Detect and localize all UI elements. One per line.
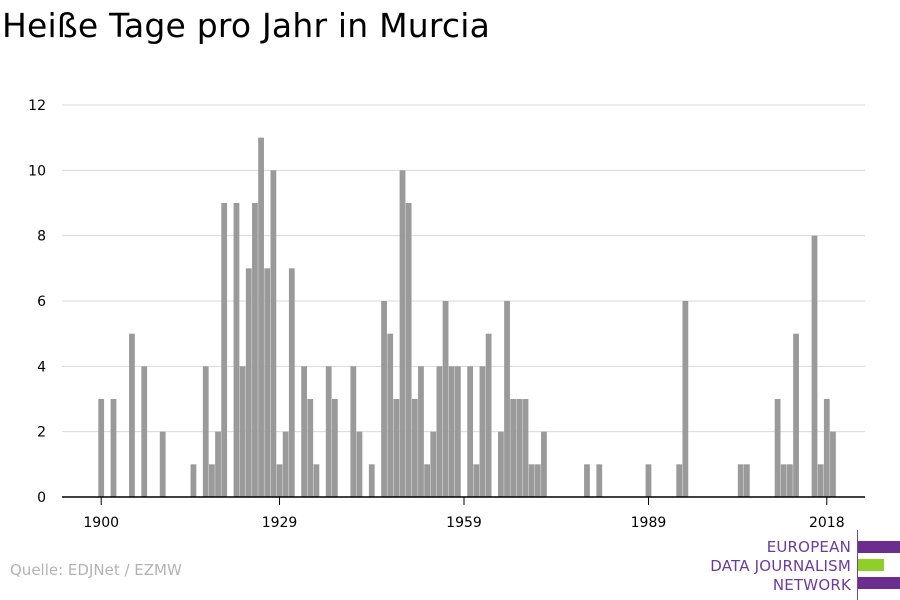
bar	[823, 399, 830, 497]
logo-line-network: NETWORK	[772, 576, 851, 594]
bar	[737, 464, 744, 497]
y-tick-labels: 0 2 4 6 8 10 12	[28, 98, 46, 506]
bar	[221, 203, 228, 497]
bar	[276, 464, 283, 497]
bar	[498, 431, 504, 497]
bar	[129, 333, 135, 497]
logo-divider	[857, 530, 858, 600]
bar	[301, 366, 308, 497]
bar	[780, 464, 787, 497]
bars	[98, 137, 836, 498]
bar	[215, 431, 221, 497]
bar	[473, 464, 480, 497]
bar	[442, 301, 449, 497]
logo-bar-bottom	[858, 577, 900, 589]
bar	[436, 366, 443, 497]
bar	[504, 301, 510, 497]
bar	[418, 366, 424, 497]
bar	[528, 464, 535, 497]
bar	[190, 464, 197, 497]
bar	[787, 464, 793, 497]
y-tick-label: 4	[37, 359, 46, 375]
logo-bar-middle	[858, 559, 884, 571]
bar	[239, 366, 246, 497]
bar	[448, 366, 455, 497]
bar	[676, 464, 683, 497]
bar	[98, 399, 105, 497]
bar	[368, 464, 375, 497]
bar	[356, 431, 363, 497]
bar	[682, 301, 689, 497]
y-tick-label: 12	[28, 98, 46, 114]
x-tick-label: 1959	[446, 515, 482, 531]
bar	[288, 268, 295, 497]
logo-line-data-journalism: DATA JOURNALISM	[710, 557, 851, 575]
bar	[282, 431, 289, 497]
bar	[485, 333, 492, 497]
x-tick-label: 2018	[809, 515, 845, 531]
bar	[645, 464, 652, 497]
bar	[534, 464, 541, 497]
bar	[258, 137, 264, 498]
bar	[793, 333, 799, 497]
bar	[387, 333, 394, 497]
bar	[596, 464, 603, 497]
bar	[393, 399, 400, 497]
bar-chart: 0 2 4 6 8 10 12 1900 1929 1959 1989 2018	[28, 98, 865, 531]
chart-title: Heiße Tage pro Jahr in Murcia	[2, 6, 491, 45]
bar	[350, 366, 357, 497]
edjnet-logo: EUROPEAN DATA JOURNALISM NETWORK	[700, 530, 900, 600]
bar	[270, 170, 277, 497]
bar	[817, 464, 824, 497]
bar	[208, 464, 215, 497]
bar	[252, 203, 258, 497]
x-tick-label: 1989	[631, 515, 667, 531]
logo-line-european: EUROPEAN	[766, 538, 851, 556]
bar	[264, 268, 271, 497]
grid-lines	[62, 104, 865, 433]
y-tick-label: 2	[37, 425, 46, 441]
bar	[313, 464, 320, 497]
bar	[245, 268, 252, 497]
bar	[325, 366, 332, 497]
bar	[202, 366, 209, 497]
bar	[467, 366, 474, 497]
bar	[454, 366, 461, 497]
bar	[516, 399, 523, 497]
bar	[159, 431, 166, 497]
bar	[430, 431, 437, 497]
x-tick-label: 1929	[262, 515, 298, 531]
x-ticks: 1900 1929 1959 1989 2018	[83, 497, 845, 531]
logo-bar-top	[858, 541, 900, 553]
bar	[830, 431, 836, 497]
bar	[541, 431, 547, 497]
bar	[233, 203, 240, 497]
source-note: Quelle: EDJNet / EZMW	[10, 561, 182, 579]
y-tick-label: 10	[28, 163, 46, 179]
bar	[331, 399, 338, 497]
bar	[774, 399, 781, 497]
bar	[307, 399, 314, 497]
bar	[510, 399, 517, 497]
y-tick-label: 0	[37, 490, 46, 506]
bar	[110, 399, 117, 497]
bar	[381, 301, 387, 497]
y-tick-label: 8	[37, 229, 46, 245]
bar	[424, 464, 430, 497]
bar	[411, 399, 418, 497]
bar	[479, 366, 486, 497]
bar	[811, 235, 818, 498]
bar	[743, 464, 750, 497]
y-tick-label: 6	[37, 294, 46, 310]
bar	[141, 366, 148, 497]
bar	[399, 170, 406, 497]
bar	[405, 203, 412, 497]
bar	[584, 464, 590, 497]
x-tick-label: 1900	[83, 515, 119, 531]
bar	[522, 399, 529, 497]
